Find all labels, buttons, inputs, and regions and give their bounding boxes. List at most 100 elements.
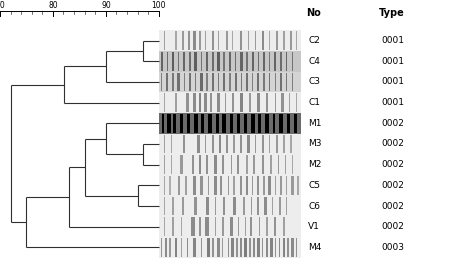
Bar: [212, 73, 214, 91]
Bar: [164, 31, 165, 50]
Bar: [159, 72, 301, 92]
Bar: [193, 31, 196, 50]
Bar: [159, 237, 301, 258]
Bar: [294, 114, 297, 133]
Bar: [205, 135, 207, 153]
Bar: [192, 155, 194, 174]
Bar: [223, 73, 225, 91]
Bar: [229, 52, 231, 70]
Bar: [189, 73, 191, 91]
Bar: [159, 134, 301, 154]
Bar: [228, 176, 229, 195]
Bar: [264, 73, 265, 91]
Bar: [201, 176, 202, 195]
Bar: [206, 197, 209, 215]
Bar: [259, 218, 261, 236]
Bar: [207, 238, 210, 257]
Bar: [218, 238, 219, 257]
Text: 70: 70: [0, 1, 5, 10]
Bar: [258, 52, 259, 70]
Bar: [246, 155, 247, 174]
Bar: [255, 135, 256, 153]
Bar: [164, 93, 165, 112]
Bar: [283, 31, 284, 50]
Bar: [272, 197, 273, 215]
Text: 0002: 0002: [382, 181, 404, 190]
Text: C5: C5: [308, 181, 320, 190]
Bar: [159, 113, 301, 134]
Bar: [251, 197, 252, 215]
Text: 0001: 0001: [382, 98, 405, 107]
Bar: [226, 31, 228, 50]
Bar: [246, 52, 247, 70]
Bar: [208, 176, 209, 195]
Bar: [167, 52, 168, 70]
Bar: [269, 73, 270, 91]
Text: 0002: 0002: [382, 139, 404, 149]
Bar: [161, 73, 162, 91]
Bar: [218, 73, 219, 91]
Bar: [226, 135, 228, 153]
Bar: [182, 31, 184, 50]
Bar: [181, 218, 182, 236]
Bar: [263, 52, 265, 70]
Bar: [212, 52, 213, 70]
Bar: [193, 176, 196, 195]
Bar: [159, 196, 301, 216]
Bar: [257, 73, 259, 91]
Bar: [219, 135, 221, 153]
Bar: [292, 238, 293, 257]
Bar: [171, 155, 173, 174]
Bar: [175, 31, 176, 50]
Bar: [171, 135, 173, 153]
Bar: [232, 31, 233, 50]
Text: C4: C4: [308, 57, 320, 66]
Text: C1: C1: [308, 98, 320, 107]
Bar: [186, 93, 189, 112]
Bar: [274, 52, 276, 70]
Bar: [185, 176, 186, 195]
Bar: [248, 31, 249, 50]
Bar: [286, 52, 287, 70]
Bar: [273, 114, 275, 133]
Bar: [269, 52, 270, 70]
Text: 0001: 0001: [382, 77, 405, 87]
Bar: [193, 238, 196, 257]
Bar: [218, 52, 219, 70]
Bar: [216, 114, 219, 133]
Bar: [195, 73, 196, 91]
Bar: [164, 197, 165, 215]
Bar: [164, 155, 165, 174]
Bar: [249, 238, 251, 257]
Bar: [296, 31, 298, 50]
Bar: [252, 176, 254, 195]
Text: M3: M3: [308, 139, 321, 149]
Bar: [159, 51, 301, 72]
Bar: [284, 155, 286, 174]
Bar: [214, 155, 217, 174]
Text: 90: 90: [101, 1, 111, 10]
Bar: [235, 52, 236, 70]
Bar: [235, 73, 237, 91]
Bar: [207, 73, 208, 91]
Bar: [173, 114, 176, 133]
Bar: [212, 135, 214, 153]
Bar: [283, 218, 284, 236]
Bar: [269, 31, 270, 50]
Bar: [220, 176, 222, 195]
Bar: [279, 197, 281, 215]
Bar: [236, 238, 237, 257]
Bar: [237, 155, 239, 174]
Bar: [222, 155, 224, 174]
Bar: [229, 218, 233, 236]
Bar: [233, 135, 235, 153]
Bar: [199, 155, 201, 174]
Bar: [292, 52, 293, 70]
Bar: [172, 52, 174, 70]
Bar: [201, 114, 204, 133]
Bar: [287, 114, 290, 133]
Bar: [214, 176, 217, 195]
Bar: [292, 176, 293, 195]
Bar: [240, 238, 242, 257]
Bar: [257, 238, 260, 257]
